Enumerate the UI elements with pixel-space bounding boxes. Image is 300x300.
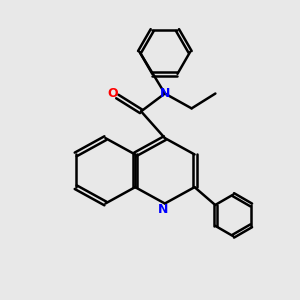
Text: N: N — [158, 203, 169, 216]
Text: O: O — [107, 87, 118, 100]
Text: N: N — [160, 87, 171, 100]
